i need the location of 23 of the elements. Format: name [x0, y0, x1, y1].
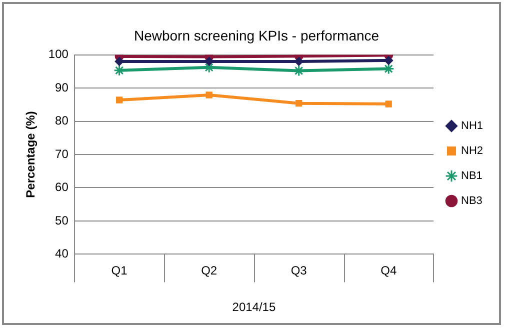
legend-label: NB1	[460, 170, 482, 182]
y-tick-label: 100	[48, 47, 69, 62]
legend-label: NH2	[460, 145, 484, 158]
x-tick-label: Q4	[380, 264, 397, 278]
x-tick-label: Q2	[201, 264, 218, 278]
chart-title: Newborn screening KPIs - performance	[134, 27, 380, 44]
point	[385, 100, 392, 108]
x-axis-title: 2014/15	[232, 300, 276, 314]
y-tick-label: 60	[55, 180, 69, 194]
y-tick-label: 40	[55, 246, 69, 261]
legend-label: NB3	[460, 195, 482, 208]
x-tick-label: Q1	[111, 264, 128, 278]
legend-label: NH1	[460, 120, 484, 132]
y-tick-label: 70	[55, 146, 69, 161]
x-tick-label: Q3	[290, 264, 308, 278]
point	[384, 56, 394, 65]
point	[116, 96, 123, 104]
y-axis-title: Percentage (%)	[24, 111, 38, 198]
point	[296, 100, 302, 107]
y-tick-label: 50	[55, 213, 69, 228]
point	[206, 92, 212, 98]
y-tick-label: 90	[55, 80, 69, 94]
y-tick-label: 80	[55, 114, 69, 128]
